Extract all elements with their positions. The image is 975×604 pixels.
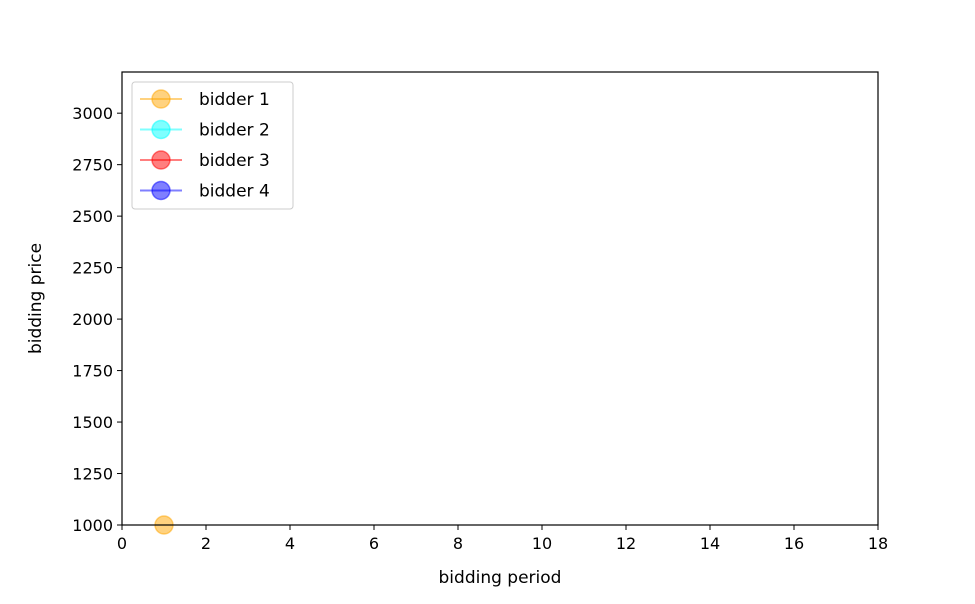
y-tick-label: 3000 (72, 104, 113, 123)
legend-label: bidder 4 (199, 182, 270, 202)
y-tick-label: 2500 (72, 207, 113, 226)
x-tick-label: 4 (285, 534, 295, 553)
legend-label: bidder 1 (199, 90, 270, 110)
ticks-layer: 0 2 4 6 8 10 12 14 16 18 1000 1250 1500 1750 2000 2250 2… (72, 104, 888, 553)
legend-marker (151, 119, 171, 140)
x-tick-label: 12 (616, 534, 636, 553)
x-tick-label: 8 (453, 534, 463, 553)
legend-label: bidder 2 (199, 121, 270, 141)
y-tick-label: 2000 (72, 310, 113, 329)
legend: bidder 1 bidder 2 bidder 3 bidder 4 (131, 81, 294, 210)
legend-marker (151, 89, 171, 109)
x-tick-label: 10 (532, 534, 552, 553)
legend-box (131, 81, 294, 210)
y-tick-label: 2250 (72, 259, 113, 278)
axes-frame (121, 71, 879, 526)
x-tick-label: 14 (700, 534, 720, 553)
x-tick-label: 0 (117, 534, 127, 553)
legend-marker (151, 180, 171, 201)
y-tick-label: 1250 (72, 465, 113, 484)
x-tick-label: 2 (201, 534, 211, 553)
legend-label: bidder 3 (199, 151, 270, 171)
y-axis-label: bidding price (26, 243, 46, 354)
y-tick-label: 2750 (72, 156, 113, 175)
x-tick-label: 6 (369, 534, 379, 553)
y-tick-label: 1500 (72, 413, 113, 432)
legend-marker (151, 150, 171, 170)
y-tick-label: 1750 (72, 362, 113, 381)
x-tick-label: 16 (784, 534, 804, 553)
x-tick-label: 18 (868, 534, 888, 553)
x-axis-label: bidding period (439, 568, 562, 588)
y-tick-label: 1000 (72, 516, 113, 535)
